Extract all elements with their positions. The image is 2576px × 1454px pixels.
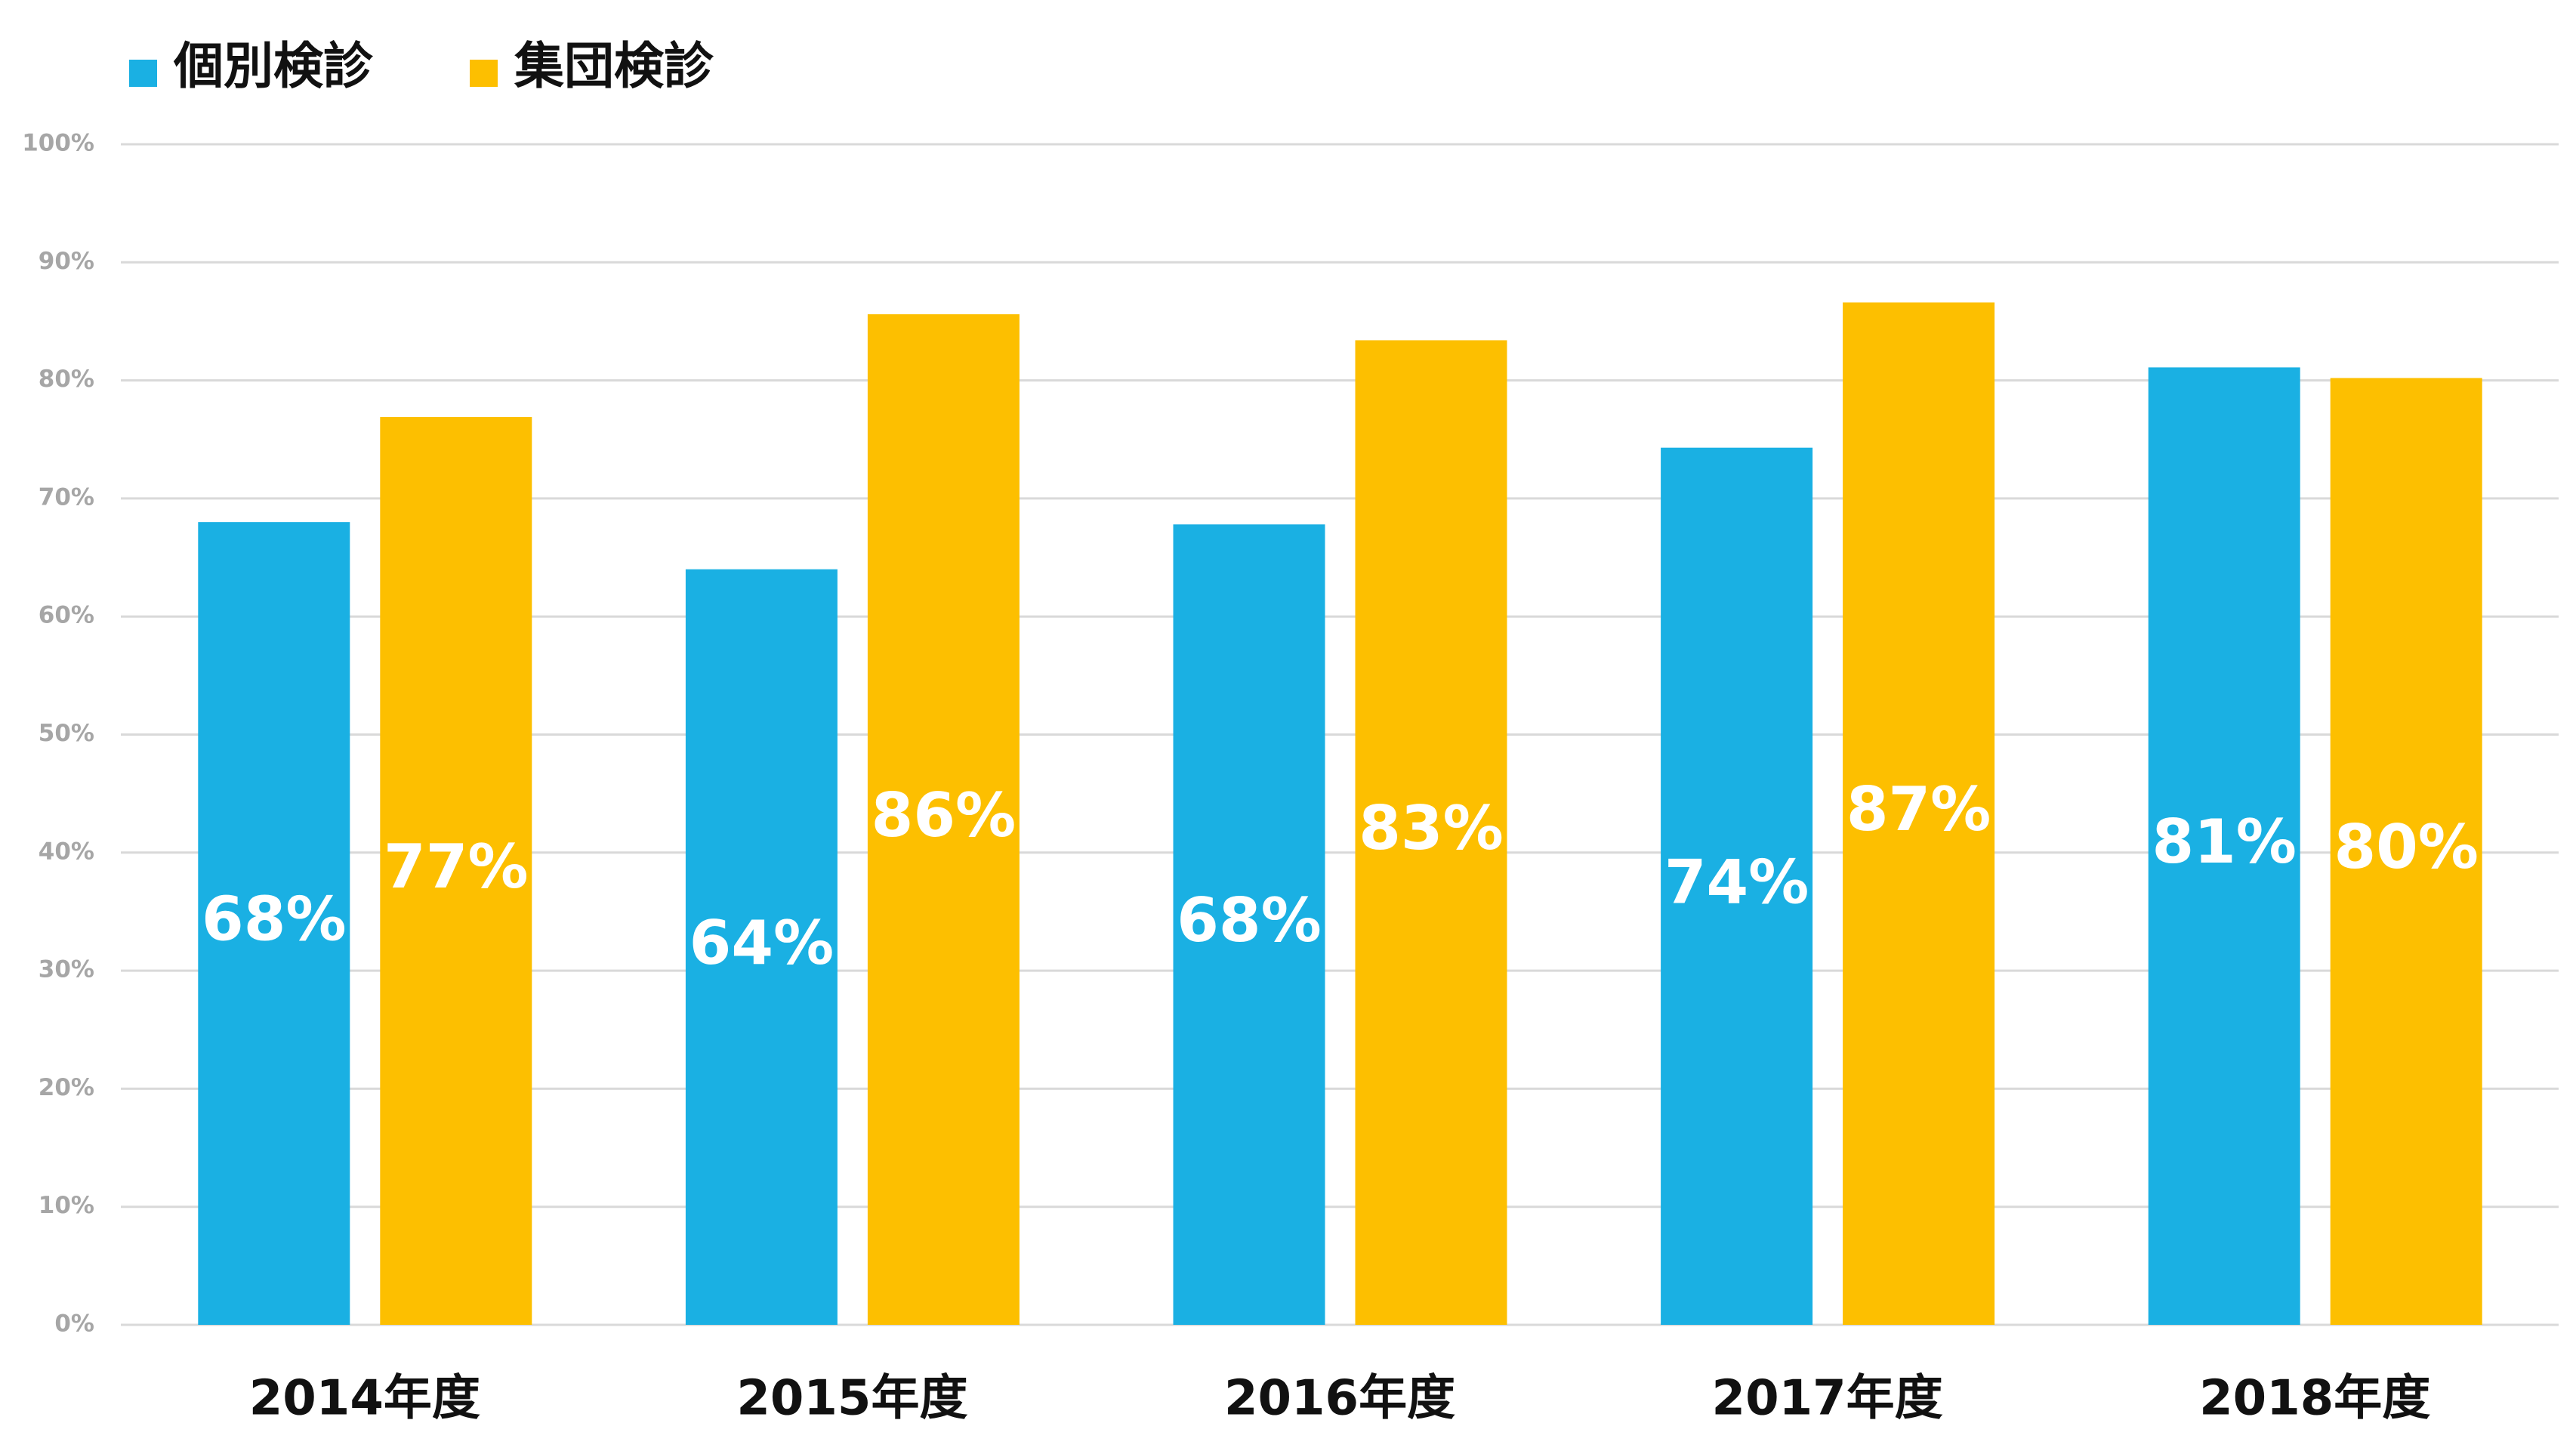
y-tick-label: 40% (39, 838, 94, 865)
x-tick-label: 2015年度 (736, 1371, 967, 1427)
y-tick-label: 0% (54, 1310, 94, 1338)
legend-label: 個別検診 (173, 37, 374, 95)
x-tick-label: 2017年度 (1712, 1371, 1943, 1427)
bar (1173, 524, 1325, 1325)
y-tick-label: 20% (39, 1074, 94, 1101)
value-label: 74% (1664, 847, 1809, 917)
bar (1355, 340, 1507, 1325)
y-tick-label: 30% (39, 956, 94, 983)
value-label: 87% (1846, 774, 1991, 844)
y-tick-label: 70% (39, 483, 94, 511)
value-label: 68% (202, 884, 346, 955)
y-tick-label: 80% (39, 366, 94, 393)
value-label: 68% (1177, 885, 1321, 955)
x-tick-label: 2018年度 (2199, 1371, 2430, 1427)
y-tick-label: 50% (39, 720, 94, 747)
bar (1843, 302, 1995, 1325)
bar (2330, 378, 2482, 1325)
value-label: 83% (1359, 793, 1503, 863)
y-tick-label: 10% (39, 1192, 94, 1219)
value-label: 81% (2152, 807, 2296, 877)
bar (2148, 367, 2300, 1326)
x-tick-label: 2014年度 (249, 1371, 480, 1427)
bar (198, 522, 350, 1326)
bar (380, 417, 532, 1325)
y-tick-label: 100% (22, 130, 94, 157)
legend-swatch (470, 60, 498, 87)
value-label: 64% (690, 908, 834, 978)
legend-swatch (129, 60, 157, 87)
value-label: 86% (872, 780, 1016, 850)
bar (685, 569, 838, 1325)
bar (1661, 447, 1813, 1326)
value-label: 77% (384, 832, 528, 902)
value-label: 80% (2334, 812, 2478, 882)
bar (867, 314, 1020, 1325)
x-tick-label: 2016年度 (1224, 1371, 1455, 1427)
legend-label: 集団検診 (514, 37, 714, 95)
y-tick-label: 90% (39, 248, 94, 275)
y-tick-label: 60% (39, 602, 94, 629)
